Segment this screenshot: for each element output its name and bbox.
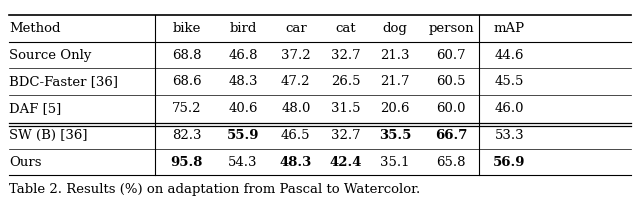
Text: 65.8: 65.8 <box>436 156 466 169</box>
Text: 48.0: 48.0 <box>281 102 310 115</box>
Text: 46.5: 46.5 <box>281 129 310 142</box>
Text: 20.6: 20.6 <box>380 102 410 115</box>
Text: person: person <box>428 22 474 35</box>
Text: 68.8: 68.8 <box>172 49 202 62</box>
Text: 37.2: 37.2 <box>281 49 310 62</box>
Text: 75.2: 75.2 <box>172 102 202 115</box>
Text: dog: dog <box>383 22 408 35</box>
Text: 68.6: 68.6 <box>172 75 202 88</box>
Text: 53.3: 53.3 <box>495 129 524 142</box>
Text: 31.5: 31.5 <box>331 102 360 115</box>
Text: 42.4: 42.4 <box>329 156 362 169</box>
Text: 48.3: 48.3 <box>228 75 258 88</box>
Text: 56.9: 56.9 <box>493 156 526 169</box>
Text: 21.7: 21.7 <box>380 75 410 88</box>
Text: SW (B) [36]: SW (B) [36] <box>9 129 88 142</box>
Text: Method: Method <box>9 22 61 35</box>
Text: 95.8: 95.8 <box>171 156 203 169</box>
Text: Source Only: Source Only <box>9 49 92 62</box>
Text: 47.2: 47.2 <box>281 75 310 88</box>
Text: 82.3: 82.3 <box>172 129 202 142</box>
Text: 35.1: 35.1 <box>380 156 410 169</box>
Text: 46.8: 46.8 <box>228 49 258 62</box>
Text: 48.3: 48.3 <box>280 156 312 169</box>
Text: Table 2. Results (%) on adaptation from Pascal to Watercolor.: Table 2. Results (%) on adaptation from … <box>9 183 420 196</box>
Text: 40.6: 40.6 <box>228 102 258 115</box>
Text: 66.7: 66.7 <box>435 129 467 142</box>
Text: DAF [5]: DAF [5] <box>9 102 61 115</box>
Text: 60.5: 60.5 <box>436 75 466 88</box>
Text: 32.7: 32.7 <box>331 49 360 62</box>
Text: bird: bird <box>229 22 257 35</box>
Text: 60.0: 60.0 <box>436 102 466 115</box>
Text: 32.7: 32.7 <box>331 129 360 142</box>
Text: 35.5: 35.5 <box>379 129 412 142</box>
Text: 60.7: 60.7 <box>436 49 466 62</box>
Text: car: car <box>285 22 307 35</box>
Text: Ours: Ours <box>9 156 42 169</box>
Text: 44.6: 44.6 <box>495 49 524 62</box>
Text: 26.5: 26.5 <box>331 75 360 88</box>
Text: 21.3: 21.3 <box>380 49 410 62</box>
Text: 54.3: 54.3 <box>228 156 258 169</box>
Text: mAP: mAP <box>494 22 525 35</box>
Text: 55.9: 55.9 <box>227 129 259 142</box>
Text: bike: bike <box>173 22 201 35</box>
Text: BDC-Faster [36]: BDC-Faster [36] <box>9 75 118 88</box>
Text: 46.0: 46.0 <box>495 102 524 115</box>
Text: 45.5: 45.5 <box>495 75 524 88</box>
Text: cat: cat <box>335 22 356 35</box>
